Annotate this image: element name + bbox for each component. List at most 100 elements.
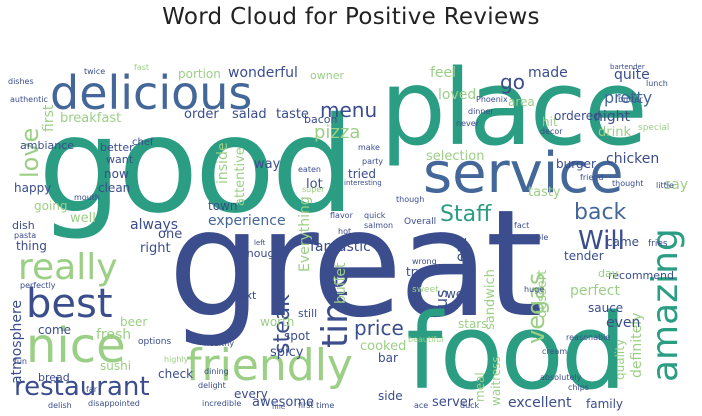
word-interesting: interesting bbox=[344, 179, 382, 187]
word-waitress: waitress bbox=[489, 356, 503, 406]
word-fries: fries bbox=[648, 239, 668, 249]
word-try: try bbox=[406, 265, 423, 279]
word-pasta: pasta bbox=[14, 231, 37, 240]
word-spot: spot bbox=[284, 329, 310, 343]
word-perfect: perfect bbox=[570, 283, 620, 299]
word-little: little bbox=[656, 181, 674, 190]
word-eat: eat bbox=[452, 237, 470, 262]
word-incredible: incredible bbox=[202, 399, 242, 408]
word-cloud: great good place food service delicious … bbox=[8, 62, 698, 412]
word-party: party bbox=[362, 157, 384, 166]
word-eaten: eaten bbox=[298, 165, 321, 174]
word-want: want bbox=[106, 153, 134, 166]
word-side: side bbox=[378, 389, 403, 403]
word-special: special bbox=[638, 123, 670, 133]
word-amazing: amazing bbox=[645, 228, 686, 382]
word-back: back bbox=[574, 200, 627, 225]
word-beautiful: beautiful bbox=[408, 335, 444, 344]
word-bacon: bacon bbox=[304, 113, 338, 126]
word-even: even bbox=[606, 315, 641, 331]
word-quality: quality bbox=[613, 338, 627, 380]
word-taste: taste bbox=[276, 107, 309, 122]
word-order: order bbox=[184, 107, 219, 122]
word-feel: feel bbox=[430, 65, 457, 81]
word-lunch: lunch bbox=[646, 79, 668, 88]
word-thought: thought bbox=[612, 179, 644, 188]
word-super: super bbox=[302, 185, 325, 194]
word-always: always bbox=[130, 217, 179, 233]
word-first: first bbox=[41, 104, 57, 132]
word-fine: fine bbox=[272, 403, 286, 411]
word-come: come bbox=[38, 323, 72, 337]
word-quite: quite bbox=[614, 67, 650, 83]
word-love: love bbox=[16, 127, 44, 178]
word-delicious: delicious bbox=[50, 66, 253, 120]
word-dining: dining bbox=[204, 367, 229, 376]
word-dish: dish bbox=[12, 219, 35, 232]
word-friend: friend bbox=[580, 173, 604, 182]
word-fast: fast bbox=[134, 63, 150, 72]
word-clean: clean bbox=[98, 181, 131, 195]
word-one: one bbox=[158, 227, 183, 242]
word-dishes: dishes bbox=[8, 77, 34, 86]
word-table: table bbox=[528, 233, 549, 242]
word-happy: happy bbox=[14, 181, 52, 195]
word-left: left bbox=[254, 239, 266, 247]
word-tender: tender bbox=[564, 249, 604, 263]
word-dinner: dinner bbox=[468, 107, 494, 116]
word-say: say bbox=[664, 177, 689, 193]
word-tasty: tasty bbox=[528, 185, 561, 200]
word-restaurant: restaurant bbox=[14, 372, 150, 402]
word-phoenix: Phoenix bbox=[476, 95, 508, 104]
word-salad: salad bbox=[232, 107, 267, 122]
word-loved: loved bbox=[438, 87, 477, 103]
word-quick: quick bbox=[364, 211, 386, 220]
word-salmon: salmon bbox=[364, 221, 394, 230]
word-awesome: awesome bbox=[252, 395, 314, 410]
word-bread: bread bbox=[38, 371, 70, 384]
word-nice: nice bbox=[26, 318, 126, 374]
word-chicken: chicken bbox=[606, 151, 660, 167]
word-ordered: ordered bbox=[554, 109, 601, 123]
word-meal: meal bbox=[473, 372, 487, 402]
word-bartender: bartender bbox=[610, 63, 645, 71]
word-flavor: flavor bbox=[330, 211, 353, 220]
word-enough: enough bbox=[240, 247, 282, 260]
word-food: food bbox=[406, 291, 627, 412]
word-drink: drink bbox=[598, 125, 631, 140]
word-tried: tried bbox=[348, 167, 376, 181]
word-owner: owner bbox=[310, 69, 344, 82]
word-check: check bbox=[158, 367, 194, 381]
word-cream: cream bbox=[542, 347, 568, 356]
word-really: really bbox=[18, 247, 118, 288]
word-pizza: pizza bbox=[314, 122, 361, 143]
word-buffet: buffet bbox=[333, 262, 349, 304]
word-healthy: healthy bbox=[204, 339, 235, 348]
word-hit: hit bbox=[542, 115, 558, 129]
word-go: go bbox=[500, 70, 525, 94]
word-server: server bbox=[432, 395, 474, 410]
word-friendly: friendly bbox=[186, 340, 353, 391]
word-overall: Overall bbox=[404, 217, 437, 227]
word-area: area bbox=[508, 95, 535, 109]
word-selection: selection bbox=[426, 149, 485, 164]
word-will: Will bbox=[578, 226, 625, 256]
word-service: service bbox=[423, 141, 624, 206]
word-mouth: mouth bbox=[74, 193, 100, 202]
word-great: great bbox=[168, 178, 543, 350]
word-excellent: excellent bbox=[508, 395, 572, 411]
word-next: next bbox=[232, 289, 257, 302]
word-sauce: sauce bbox=[588, 301, 624, 315]
word-first-time: first time bbox=[298, 401, 335, 410]
word-right: right bbox=[140, 241, 171, 256]
word-authentic: authentic bbox=[10, 95, 48, 104]
word-menu: menu bbox=[320, 98, 378, 122]
word-ace: ace bbox=[414, 401, 429, 410]
word-day: day bbox=[598, 267, 619, 280]
word-well: well bbox=[70, 211, 96, 226]
word-went: went bbox=[446, 287, 476, 301]
word-sweet: sweet bbox=[412, 285, 439, 295]
word-family: family bbox=[586, 397, 624, 411]
word-thing: thing bbox=[16, 239, 47, 253]
word-lot: lot bbox=[306, 177, 323, 192]
